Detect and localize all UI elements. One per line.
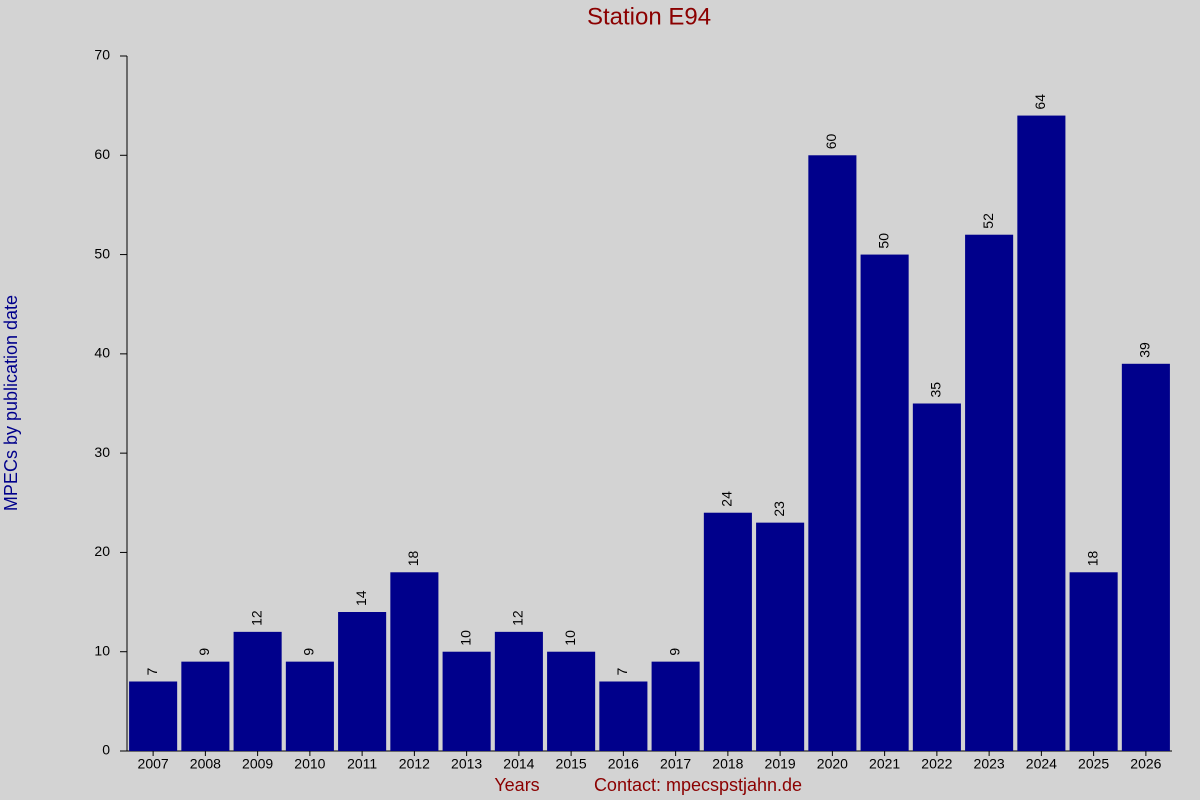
x-tick-label: 2008 <box>190 756 221 772</box>
x-tick-label: 2010 <box>294 756 325 772</box>
x-tick-label: 2015 <box>556 756 587 772</box>
bar <box>703 512 752 751</box>
x-tick-label: 2019 <box>765 756 796 772</box>
value-label: 7 <box>144 668 160 676</box>
value-label: 12 <box>510 610 526 626</box>
x-tick-label: 2025 <box>1078 756 1109 772</box>
value-label: 18 <box>1084 550 1100 566</box>
bar <box>965 234 1014 751</box>
bar <box>1017 115 1066 752</box>
y-tick-label: 0 <box>102 742 110 758</box>
value-label: 24 <box>719 491 735 507</box>
y-axis-label: MPECs by publication date <box>1 295 21 511</box>
x-tick-label: 2011 <box>347 756 377 772</box>
x-tick-label: 2014 <box>503 756 534 772</box>
value-label: 18 <box>405 550 421 566</box>
bar <box>390 572 439 751</box>
y-tick-label: 10 <box>94 642 110 658</box>
y-tick-label: 50 <box>94 245 110 261</box>
value-label: 10 <box>457 630 473 646</box>
y-tick-label: 30 <box>94 444 110 460</box>
x-tick-label: 2017 <box>660 756 691 772</box>
x-tick-label: 2020 <box>817 756 848 772</box>
bar <box>285 661 334 751</box>
value-label: 64 <box>1032 94 1048 110</box>
x-tick-label: 2026 <box>1130 756 1161 772</box>
bar <box>599 681 648 751</box>
bar <box>860 254 909 752</box>
x-tick-label: 2023 <box>974 756 1005 772</box>
contact: Contact: mpecspstjahn.de <box>594 775 802 795</box>
x-tick-label: 2018 <box>712 756 743 772</box>
y-tick-label: 60 <box>94 146 110 162</box>
value-label: 12 <box>248 610 264 626</box>
bar <box>338 612 387 751</box>
value-label: 9 <box>196 648 212 656</box>
bar <box>1121 363 1170 751</box>
bar <box>808 155 857 752</box>
value-label: 50 <box>875 233 891 249</box>
value-label: 60 <box>823 133 839 149</box>
bar <box>181 661 230 751</box>
value-label: 14 <box>353 590 369 606</box>
x-tick-label: 2021 <box>869 756 900 772</box>
value-label: 23 <box>771 501 787 517</box>
value-label: 10 <box>562 630 578 646</box>
x-tick-label: 2013 <box>451 756 482 772</box>
bar <box>1069 572 1118 751</box>
value-label: 39 <box>1137 342 1153 358</box>
y-tick-label: 20 <box>94 543 110 559</box>
x-axis-label: Years <box>494 775 539 795</box>
y-tick-label: 70 <box>94 47 110 63</box>
value-label: 7 <box>614 668 630 676</box>
x-tick-label: 2007 <box>138 756 169 772</box>
y-tick-label: 40 <box>94 345 110 361</box>
chart-title: Station E94 <box>587 3 711 30</box>
bar <box>233 631 282 751</box>
x-tick-label: 2024 <box>1026 756 1057 772</box>
bar <box>912 403 961 751</box>
bar <box>129 681 178 751</box>
value-label: 9 <box>301 648 317 656</box>
bar <box>756 522 805 751</box>
x-tick-label: 2012 <box>399 756 430 772</box>
value-label: 52 <box>980 213 996 229</box>
x-tick-label: 2022 <box>921 756 952 772</box>
x-tick-label: 2016 <box>608 756 639 772</box>
bar <box>494 631 543 751</box>
value-label: 9 <box>666 648 682 656</box>
bar <box>651 661 700 751</box>
x-tick-label: 2009 <box>242 756 273 772</box>
value-label: 35 <box>928 382 944 398</box>
bar <box>547 651 596 751</box>
bar <box>442 651 491 751</box>
